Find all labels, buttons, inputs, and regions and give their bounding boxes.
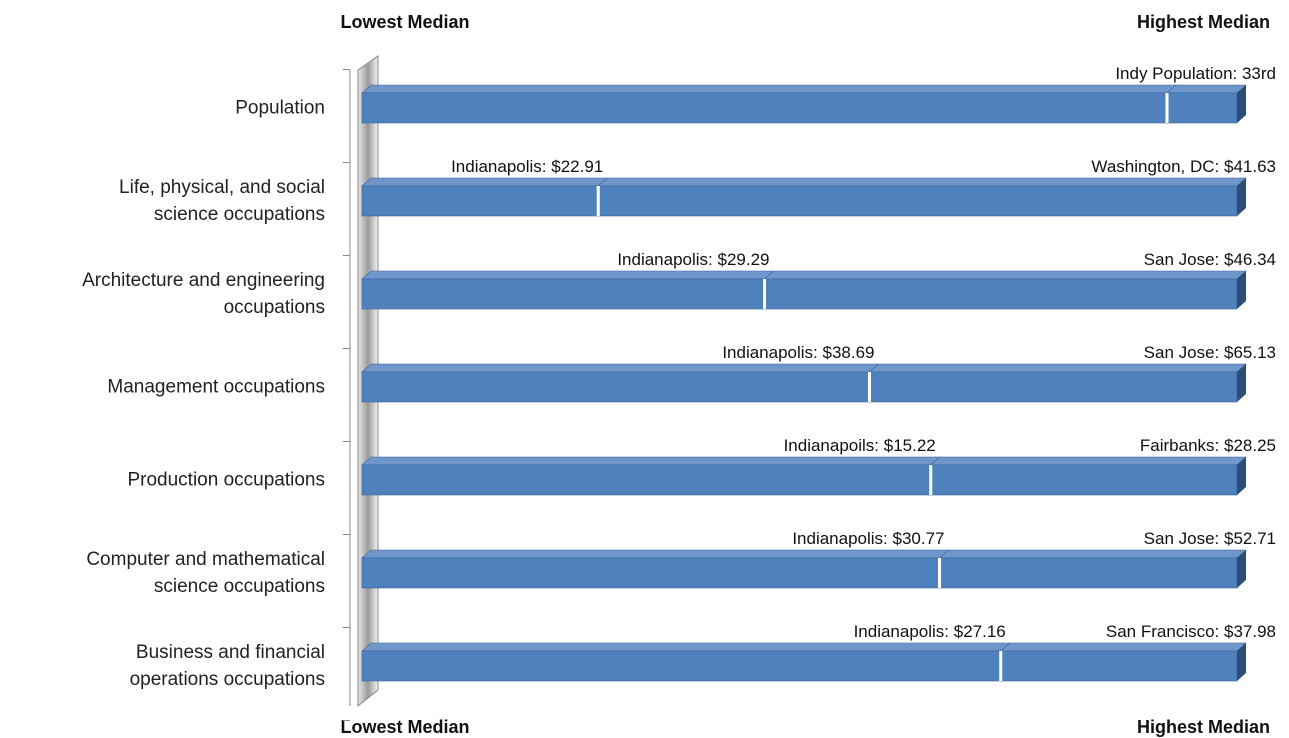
- bar: [930, 464, 1238, 496]
- end-label: San Jose: $52.71: [1144, 529, 1276, 548]
- bar: [597, 185, 1238, 217]
- bar: [361, 92, 1168, 124]
- bar-side: [1237, 85, 1246, 123]
- end-label: San Francisco: $37.98: [1106, 622, 1276, 641]
- bar-top: [361, 270, 775, 280]
- bar: [1000, 650, 1238, 682]
- bar-top: [597, 177, 1247, 187]
- bar: [361, 650, 1002, 682]
- bar-top: [361, 549, 950, 559]
- bar: [1166, 92, 1238, 124]
- inner-label: Indianapolis: $29.29: [617, 250, 769, 269]
- category-label: Architecture and engineering occupations: [82, 270, 325, 318]
- bar: [869, 371, 1238, 403]
- bar-top: [361, 84, 1177, 94]
- bar: [361, 185, 599, 217]
- bar-side: [1237, 271, 1246, 309]
- bar: [361, 464, 932, 496]
- bar-side: [1237, 364, 1246, 402]
- bar-side: [1237, 457, 1246, 495]
- bar: [939, 557, 1238, 589]
- bar-side: [1237, 550, 1246, 588]
- end-label: Washington, DC: $41.63: [1091, 157, 1276, 176]
- annotation: Highest Median: [1137, 717, 1270, 737]
- bar-top: [929, 456, 1247, 466]
- inner-label: Indianapolis: $30.77: [792, 529, 944, 548]
- end-label: Indy Population: 33rd: [1115, 64, 1276, 83]
- inner-label: Indianapolis: $27.16: [854, 622, 1006, 641]
- annotation: Lowest Median: [340, 717, 469, 737]
- bar: [361, 557, 940, 589]
- inner-label: Indianapolis: $22.91: [451, 157, 603, 176]
- end-label: San Jose: $65.13: [1144, 343, 1276, 362]
- bar-top: [361, 177, 609, 187]
- bar: [361, 371, 870, 403]
- inner-label: Indianapolis: $38.69: [722, 343, 874, 362]
- bar: [764, 278, 1238, 310]
- bar-top: [938, 549, 1247, 559]
- bar-top: [361, 456, 941, 466]
- end-label: Fairbanks: $28.25: [1140, 436, 1276, 455]
- inner-label: Indianapoils: $15.22: [784, 436, 936, 455]
- category-label: Computer and mathematical science occupa…: [86, 549, 325, 597]
- bar-top: [361, 363, 880, 373]
- bar-top: [361, 642, 1011, 652]
- bar-top: [999, 642, 1247, 652]
- category-label: Management occupations: [107, 376, 325, 398]
- end-label: San Jose: $46.34: [1144, 250, 1276, 269]
- category-label: Life, physical, and social science occup…: [119, 177, 325, 225]
- category-label: Population: [235, 97, 325, 119]
- annotation: Highest Median: [1137, 12, 1270, 32]
- bar: [361, 278, 765, 310]
- bar-top: [1166, 84, 1247, 94]
- bar-top: [763, 270, 1247, 280]
- annotation: Lowest Median: [340, 12, 469, 32]
- bar-side: [1237, 643, 1246, 681]
- category-label: Business and financial operations occupa…: [129, 642, 325, 690]
- category-label: Production occupations: [127, 469, 325, 491]
- bar-top: [868, 363, 1247, 373]
- bar-side: [1237, 178, 1246, 216]
